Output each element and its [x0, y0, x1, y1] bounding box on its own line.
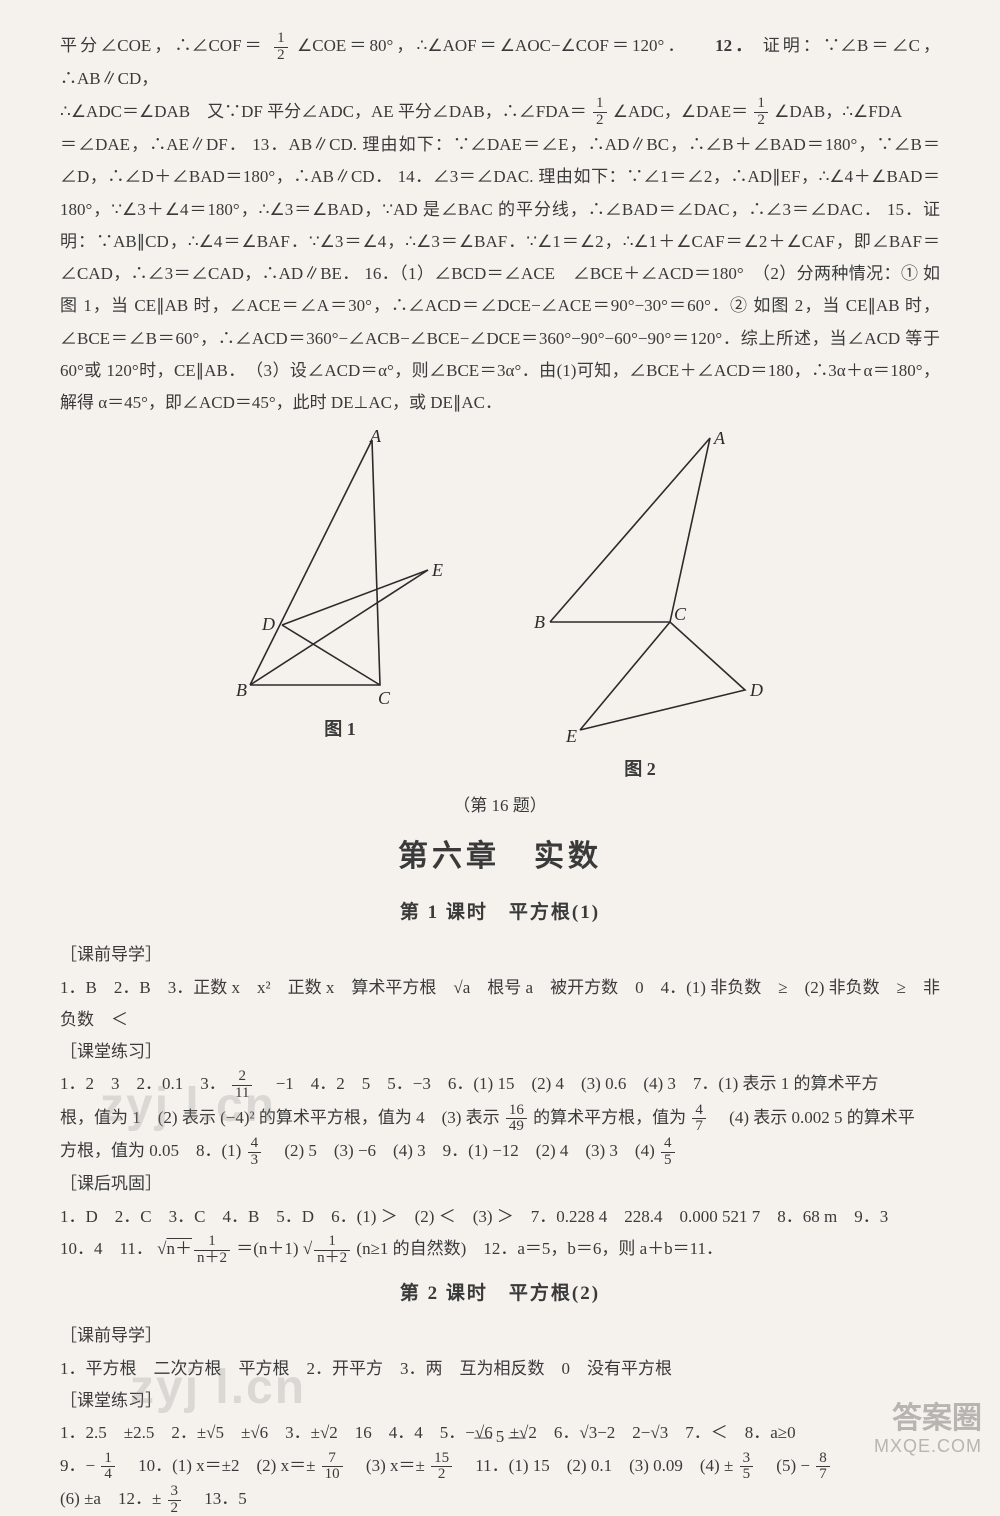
svg-text:A: A	[369, 430, 382, 446]
sqrt-expr: n＋1n＋2	[166, 1239, 232, 1258]
text: (2) 5 (3) −6 (4) 3 9．(1) −12 (2) 4 (3) 3…	[267, 1141, 659, 1160]
lesson1-class-l2: 根，值为 1 (2) 表示 (−4)² 的算术平方根，值为 4 (3) 表示 1…	[60, 1102, 940, 1135]
frac-1-4: 14	[101, 1451, 115, 1484]
page-content: 平分∠COE，∴∠COF＝ 12 ∠COE＝80°，∴∠AOF＝∠AOC−∠CO…	[60, 30, 940, 1516]
sqrt-expr: 1n＋2	[312, 1239, 352, 1258]
text: 的算术平方根，值为	[533, 1108, 686, 1127]
text: 13．5	[187, 1489, 247, 1508]
proof-line-3: ＝∠DAE，∴AE∥DF． 13．AB∥CD. 理由如下：∵∠DAE＝∠E，∴A…	[60, 129, 940, 420]
frac-half: 12	[593, 96, 607, 129]
chapter-title: 第六章 实数	[60, 828, 940, 885]
frac-4-7: 47	[692, 1103, 706, 1136]
lesson1-pre: 1．B 2．B 3．正数 x x² 正数 x 算术平方根 √a 根号 a 被开方…	[60, 972, 940, 1037]
text: (3) x＝±	[349, 1456, 425, 1475]
page-number: — 5 —	[0, 1421, 1000, 1453]
text: ∠COE＝80°，∴∠AOF＝∠AOC−∠COF＝120°．	[297, 36, 688, 55]
figure-2: A B C D E	[510, 430, 770, 750]
svg-text:E: E	[431, 560, 443, 580]
figures-caption: （第 16 题）	[60, 790, 940, 822]
text: 11．(1) 15 (2) 0.1 (3) 0.09 (4) ±	[458, 1456, 733, 1475]
frac-3-2: 32	[168, 1484, 182, 1516]
svg-text:C: C	[378, 688, 391, 708]
figure-1-label: 图 1	[230, 712, 450, 746]
lesson1-post-l1: 1．D 2．C 3．C 4．B 5．D 6．(1) ＞ (2) ＜ (3) ＞ …	[60, 1201, 940, 1233]
figures-row: A B C D E 图 1 A B C D	[60, 430, 940, 786]
text: (6) ±a 12．±	[60, 1489, 161, 1508]
lesson1-class-label: ［课堂练习］	[60, 1036, 940, 1068]
frac-15-2: 152	[431, 1451, 452, 1484]
frac-4-3: 43	[248, 1136, 262, 1169]
lesson1-post-label: ［课后巩固］	[60, 1168, 940, 1200]
proof-line-2: ∴∠ADC＝∠DAB 又∵DF 平分∠ADC，AE 平分∠DAB，∴∠FDA＝ …	[60, 96, 940, 129]
text: ∠ADC，∠DAE＝	[613, 102, 748, 121]
text: 1．2 3 2．0.1 3．	[60, 1074, 226, 1093]
text: (4) 表示 0.002 5 的算术平	[712, 1108, 915, 1127]
lesson2-class-l2: 9．− 14 10．(1) x＝±2 (2) x＝± 710 (3) x＝± 1…	[60, 1450, 940, 1483]
lesson2-class-l3: (6) ±a 12．± 32 13．5	[60, 1483, 940, 1516]
frac-3-5: 35	[740, 1451, 754, 1484]
lesson1-class-l3: 方根，值为 0.05 8．(1) 43 (2) 5 (3) −6 (4) 3 9…	[60, 1135, 940, 1168]
frac-1-nplus2-b: 1n＋2	[314, 1234, 350, 1267]
frac-7-10: 710	[322, 1451, 343, 1484]
svg-text:D: D	[749, 680, 763, 700]
frac-half: 12	[274, 31, 288, 64]
lesson2-class-label: ［课堂练习］	[60, 1385, 940, 1417]
frac-half: 12	[754, 96, 768, 129]
lesson1-pre-label: ［课前导学］	[60, 939, 940, 971]
frac-1-nplus2: 1n＋2	[194, 1234, 230, 1267]
text: 平分∠COE，∴∠COF＝	[60, 36, 265, 55]
lesson2-pre-label: ［课前导学］	[60, 1320, 940, 1352]
frac-4-5: 45	[661, 1136, 675, 1169]
svg-text:B: B	[236, 680, 247, 700]
text: −1 4．2 5 5．−3 6．(1) 15 (2) 4 (3) 0.6 (4)…	[259, 1074, 879, 1093]
text: ∴∠ADC＝∠DAB 又∵DF 平分∠ADC，AE 平分∠DAB，∴∠FDA＝	[60, 102, 587, 121]
figure-1: A B C D E	[230, 430, 450, 710]
proof-line-1: 平分∠COE，∴∠COF＝ 12 ∠COE＝80°，∴∠AOF＝∠AOC−∠CO…	[60, 30, 940, 96]
lesson2-pre: 1．平方根 二次方根 平方根 2．开平方 3．两 互为相反数 0 没有平方根	[60, 1353, 940, 1385]
figure-2-label: 图 2	[510, 752, 770, 786]
text: (5) −	[759, 1456, 810, 1475]
text: 12．	[715, 36, 755, 55]
text: (n≥1 的自然数) 12．a＝5，b＝6，则 a＋b＝11．	[356, 1239, 723, 1258]
text: 10．(1) x＝±2 (2) x＝±	[121, 1456, 315, 1475]
frac-2-11: 211	[232, 1069, 252, 1102]
lesson2-title: 第 2 课时 平方根(2)	[60, 1276, 940, 1312]
text: 方根，值为 0.05 8．(1)	[60, 1141, 246, 1160]
svg-text:C: C	[674, 604, 687, 624]
svg-text:E: E	[565, 726, 577, 746]
text: 根，值为 1 (2) 表示 (−4)² 的算术平方根，值为 4 (3) 表示	[60, 1108, 500, 1127]
text: 10．4 11．	[60, 1239, 153, 1258]
figure-2-wrap: A B C D E 图 2	[510, 430, 770, 786]
svg-text:A: A	[713, 430, 726, 448]
svg-text:D: D	[261, 614, 275, 634]
lesson1-post-l2: 10．4 11． √n＋1n＋2 ＝(n＋1) √1n＋2 (n≥1 的自然数)…	[60, 1233, 940, 1266]
text: ∠DAB，∴∠FDA	[774, 102, 902, 121]
lesson1-class-l1: 1．2 3 2．0.1 3． 211 −1 4．2 5 5．−3 6．(1) 1…	[60, 1068, 940, 1101]
lesson1-title: 第 1 课时 平方根(1)	[60, 895, 940, 931]
svg-text:B: B	[534, 612, 545, 632]
figure-1-wrap: A B C D E 图 1	[230, 430, 450, 786]
frac-16-49: 1649	[506, 1103, 527, 1136]
frac-8-7: 87	[816, 1451, 830, 1484]
text: ＝(n＋1)	[236, 1239, 298, 1258]
text: 9．−	[60, 1456, 95, 1475]
